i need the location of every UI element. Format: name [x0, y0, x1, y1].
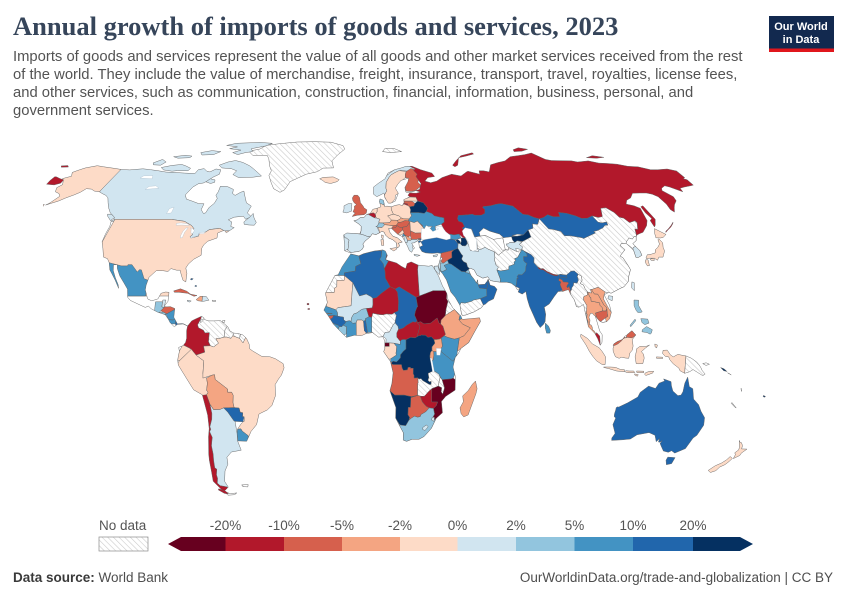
svg-text:2%: 2% — [506, 518, 526, 533]
svg-text:10%: 10% — [619, 518, 646, 533]
svg-text:Imports of goods and services: Imports of goods and services represent … — [13, 49, 743, 65]
svg-text:Our World: Our World — [774, 21, 828, 33]
svg-text:-20%: -20% — [210, 518, 242, 533]
svg-text:in Data: in Data — [783, 34, 821, 46]
svg-text:of the world. They include the: of the world. They include the value of … — [13, 67, 737, 83]
svg-text:-10%: -10% — [268, 518, 300, 533]
svg-text:government services.: government services. — [13, 103, 154, 119]
svg-text:No data: No data — [99, 518, 147, 533]
svg-text:and other services, such as co: and other services, such as communicatio… — [13, 85, 693, 101]
svg-text:Data source: World Bank: Data source: World Bank — [13, 570, 168, 585]
svg-text:0%: 0% — [448, 518, 468, 533]
svg-text:Annual growth of imports of go: Annual growth of imports of goods and se… — [13, 11, 618, 41]
svg-text:-2%: -2% — [388, 518, 412, 533]
svg-text:-5%: -5% — [330, 518, 354, 533]
svg-text:5%: 5% — [565, 518, 585, 533]
svg-text:20%: 20% — [679, 518, 706, 533]
svg-text:OurWorldinData.org/trade-and-g: OurWorldinData.org/trade-and-globalizati… — [520, 570, 833, 585]
